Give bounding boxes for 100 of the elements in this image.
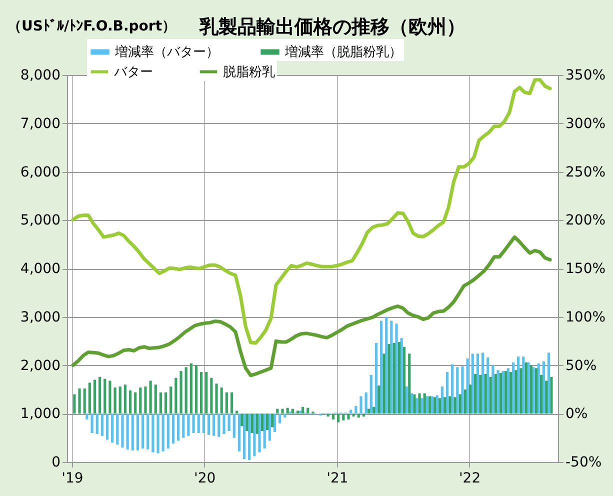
bar [207,414,210,435]
bar [197,414,200,433]
bar [298,410,302,414]
bar [354,406,358,414]
bar [392,343,396,414]
bar [440,386,444,414]
bar [520,368,522,414]
bar [481,352,484,414]
x-tick-label: '19 [62,470,84,486]
bar [502,371,504,414]
bar [374,343,378,414]
bar [367,408,370,414]
y2-tick-label: 200% [566,212,606,229]
bar [468,384,472,414]
bar [256,414,258,434]
bar [166,414,170,448]
bar [118,386,122,414]
bar [134,392,137,414]
bar [182,414,185,438]
bar [423,393,426,414]
line-series [71,78,552,345]
bar [471,354,474,414]
bar [364,392,368,414]
bar [514,370,518,414]
bar [380,320,383,414]
bar [238,414,240,452]
bar [111,414,114,443]
bar [382,354,386,414]
y-tick-label: 3,000 [20,309,60,326]
bar [306,408,310,414]
bar [250,414,254,433]
bar [433,397,436,414]
bar [438,398,442,414]
legend-label: 増減率（脱脂粉乳） [284,44,402,60]
bar [398,342,401,414]
bar [86,414,88,420]
x-tick-label: '20 [194,470,216,486]
bar [512,362,515,414]
bar [212,414,216,436]
bar [550,376,553,414]
bar [388,344,390,414]
bar [73,394,76,414]
bar [154,384,157,414]
bar [484,374,487,414]
y2-tick-label: 100% [566,309,606,326]
bar [494,374,497,414]
bar [190,363,192,414]
bar [218,414,220,437]
bar [268,414,271,441]
bar [418,393,421,414]
bar [98,376,102,414]
bar [454,397,456,414]
bar [184,367,188,414]
bar [236,410,238,414]
bar [410,393,414,414]
bar [126,414,129,450]
y2-tick-label: 50% [566,358,597,374]
bar [278,414,282,424]
bar [146,414,150,450]
bar [273,414,276,432]
bar [159,392,162,414]
bar [527,362,530,414]
bar [378,386,380,414]
bar [537,363,540,414]
bar [121,414,124,448]
bar [436,395,438,414]
bar [458,394,462,414]
bar [260,414,264,432]
bar [337,414,340,422]
bar [240,414,244,426]
bar [271,414,274,428]
bar [360,396,362,414]
bar [464,389,466,414]
bar [413,394,416,414]
bar [430,396,434,414]
bar [187,414,190,436]
bar [202,414,205,433]
bar [479,374,482,414]
bar [180,371,182,414]
bar [545,380,548,414]
bar [83,388,86,414]
bar [266,414,269,430]
bar [276,408,279,414]
y2-tick-label: 300% [566,116,606,132]
bar [152,414,154,452]
bar [100,414,104,436]
bar [347,414,350,420]
bar [263,414,266,448]
bar [164,392,168,414]
bar [448,396,452,414]
bar [200,372,203,414]
bar [114,388,116,414]
bar [510,372,512,414]
bar [258,414,261,452]
bar [504,371,508,414]
y-tick-label: 7,000 [20,116,60,132]
bar [496,370,500,414]
bar [461,366,464,414]
bar [530,365,532,414]
bar [149,380,152,414]
